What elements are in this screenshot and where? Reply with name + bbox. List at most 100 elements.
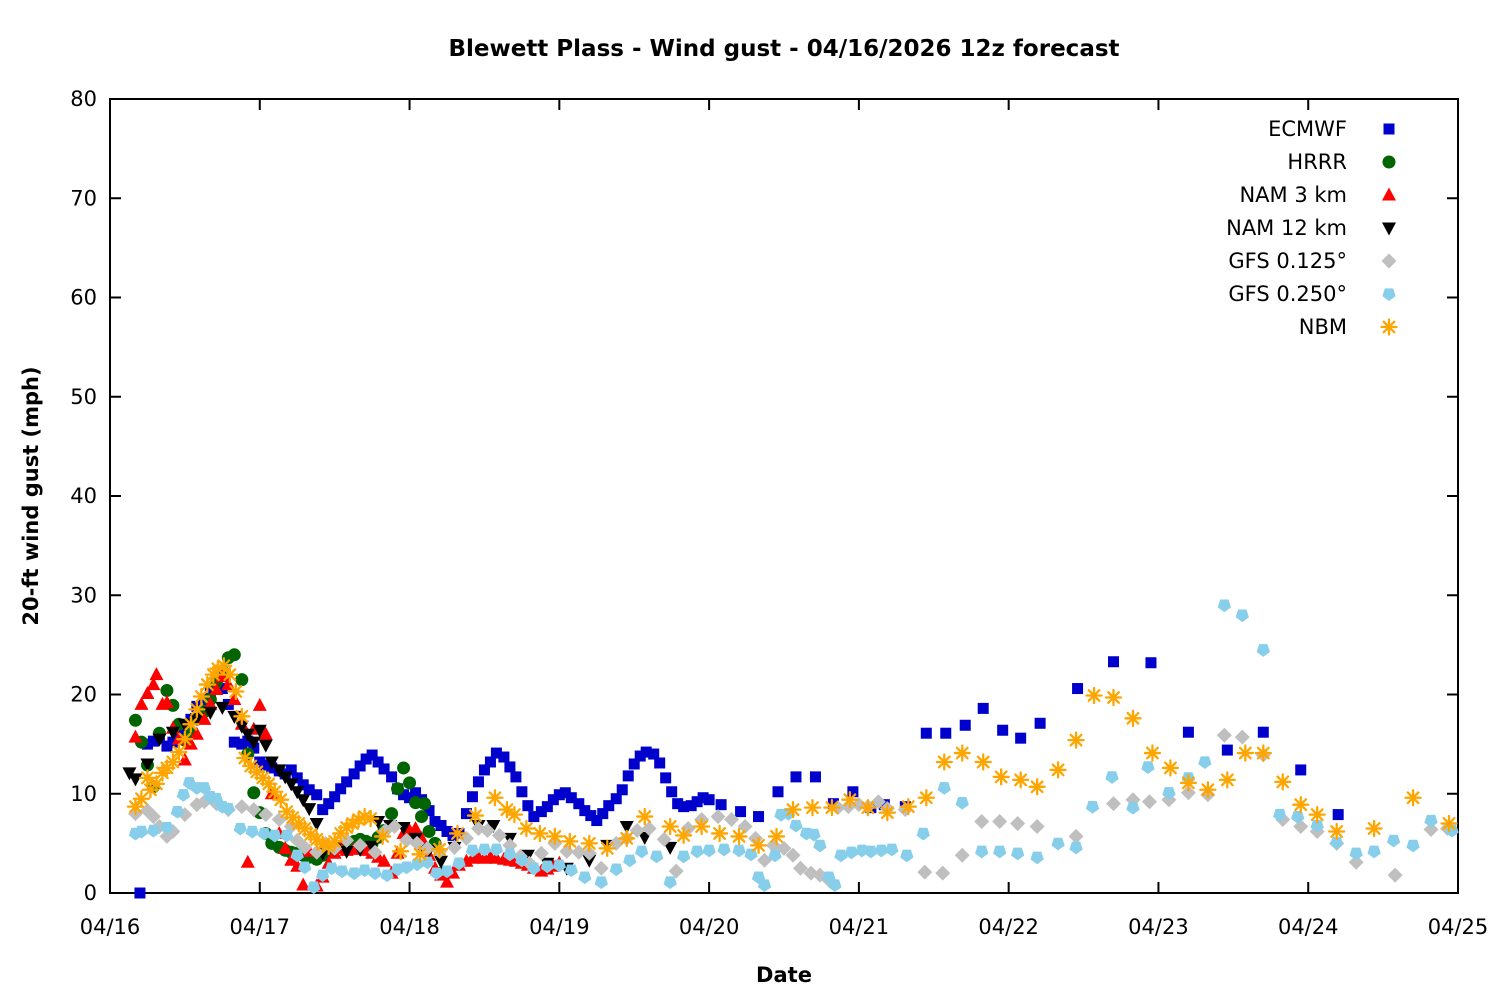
gfs-0-125-marker-icon [1381, 253, 1397, 268]
gfs-0-250-point [465, 844, 480, 858]
nam-3-km-point [377, 853, 392, 867]
gfs-0-125-point [399, 832, 415, 848]
gfs-0-250-point [609, 863, 623, 877]
gfs-0-250-point [257, 827, 271, 841]
legend-label: NAM 3 km [1239, 182, 1347, 207]
legend-label: NBM [1298, 314, 1347, 339]
x-tick-label: 04/24 [1278, 915, 1339, 939]
gfs-0-250-point [477, 843, 492, 857]
hrrr-point [227, 648, 241, 662]
ecmwf-point [348, 768, 360, 780]
gfs-0-250-point [676, 850, 691, 864]
gfs-0-250-point [768, 849, 782, 863]
gfs-0-125-point [1180, 785, 1196, 801]
ecmwf-point [510, 771, 522, 783]
gfs-0-250-point [307, 881, 321, 895]
nbm-point [182, 715, 200, 733]
ecmwf-point [703, 794, 715, 806]
nbm-point [1143, 744, 1162, 762]
x-tick-label: 04/23 [1128, 915, 1189, 939]
nbm-point [917, 789, 935, 807]
nam-12-km-point [272, 764, 287, 778]
gfs-0-250-point [290, 849, 304, 863]
nbm-point [391, 842, 410, 860]
nam-12-km-point [152, 733, 167, 747]
gfs-0-125-point [581, 845, 597, 861]
nbm-point [147, 775, 166, 793]
x-tick-label: 04/25 [1428, 915, 1489, 939]
gfs-0-250-point [1291, 810, 1305, 824]
ecmwf-point [1072, 683, 1084, 695]
gfs-0-250-point [1011, 847, 1025, 861]
ecmwf-point [573, 798, 585, 810]
ecmwf-point [666, 786, 678, 798]
gfs-0-250-point [1141, 761, 1155, 774]
hrrr-point [397, 761, 411, 775]
gfs-0-250-point [452, 857, 466, 871]
ecmwf-point [311, 789, 323, 801]
nam-3-km-point [440, 874, 454, 888]
gfs-0-250-point [540, 860, 555, 874]
gfs-0-125-point [1348, 854, 1364, 870]
gfs-0-250-point [268, 829, 282, 843]
gfs-0-250-point [1235, 609, 1249, 623]
ecmwf-point [753, 811, 765, 823]
gfs-0-250-point [1198, 756, 1212, 769]
gfs-0-125-point [737, 819, 753, 835]
gfs-0-250-point [146, 824, 161, 838]
ecmwf-point [472, 776, 484, 788]
nam-3-km-point [252, 697, 267, 711]
nam-3-km-point [296, 877, 311, 891]
nam-12-km-point [264, 756, 279, 770]
gfs-0-125-point [559, 843, 575, 859]
ecmwf-point [920, 727, 932, 739]
gfs-0-250-point [650, 850, 664, 864]
gfs-0-250-point [623, 854, 637, 868]
nbm-point [1292, 796, 1310, 814]
gfs-0-125-point [246, 802, 262, 818]
ecmwf-point [317, 804, 329, 816]
ecmwf-point [678, 801, 690, 813]
nam-3-km-point [159, 694, 174, 708]
nbm-point [373, 827, 392, 846]
nam-12-km-marker-icon [1382, 222, 1396, 235]
ecmwf-point [228, 736, 240, 748]
gfs-0-125-point [1068, 828, 1084, 844]
gfs-0-250-point [993, 845, 1007, 859]
nam-3-km-point [227, 691, 242, 705]
gfs-0-125-point [656, 831, 672, 847]
legend-item-hrrr: HRRR [1040, 145, 1440, 178]
legend-item-nam-3-km: NAM 3 km [1040, 178, 1440, 211]
gfs-0-250-point [1217, 599, 1231, 613]
nbm-point [1085, 686, 1103, 705]
hrrr-point [247, 786, 261, 800]
nam-12-km-point [296, 794, 311, 808]
nam-3-km-point [134, 696, 149, 710]
nbm-point [170, 743, 188, 761]
nam-12-km-point [619, 821, 634, 835]
ecmwf-point [535, 806, 547, 818]
nbm-point [1067, 731, 1085, 749]
gfs-0-125-point [533, 845, 549, 861]
nbm-point [505, 805, 524, 824]
nam-3-km-point [149, 667, 164, 681]
gfs-0-125-point [974, 814, 990, 830]
nam-3-km-point [140, 686, 155, 700]
ecmwf-marker-icon [1383, 123, 1395, 134]
nam-3-km-point [278, 840, 293, 854]
nam-12-km-point [365, 840, 380, 854]
nbm-point [1218, 771, 1236, 789]
legend-item-nbm: NBM [1040, 310, 1440, 343]
gfs-0-125-point [792, 860, 808, 876]
gfs-0-250-point [1051, 837, 1065, 851]
gfs-0-125-point [479, 822, 495, 838]
gfs-0-250-point [663, 876, 677, 890]
nbm-point [1236, 744, 1254, 762]
gfs-0-125-point [668, 863, 684, 879]
ecmwf-point [597, 808, 609, 820]
hrrr-point [403, 776, 417, 790]
nbm-point [227, 682, 245, 701]
ecmwf-point [335, 783, 347, 795]
gfs-0-250-point [844, 846, 859, 860]
